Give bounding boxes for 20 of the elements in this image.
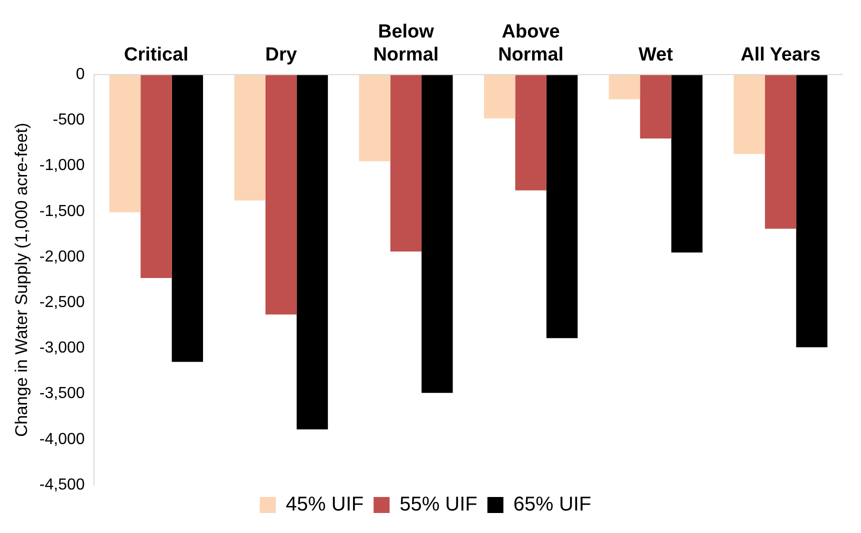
x-tick-label: Below Normal	[373, 22, 439, 66]
y-tick-label: -3,000	[39, 340, 85, 357]
y-tick-label: -4,500	[39, 476, 85, 494]
y-tick-label: -3,500	[39, 385, 85, 402]
legend-label: 45% UIF	[286, 494, 364, 516]
x-tick-label: Dry	[265, 44, 298, 66]
x-tick-label: Critical	[124, 44, 188, 66]
y-tick-label: -1,500	[39, 202, 85, 220]
y-tick-label: 0	[76, 66, 85, 84]
y-axis-title: Change in Water Supply (1,000 acre-feet)	[12, 122, 31, 437]
legend-label: 55% UIF	[400, 494, 478, 516]
y-tick-label: -500	[52, 112, 85, 129]
y-tick-label: -2,500	[39, 294, 85, 312]
legend-label: 65% UIF	[513, 494, 592, 516]
x-tick-label: Above Normal	[498, 22, 564, 66]
x-tick-label: All Years	[740, 44, 821, 66]
y-tick-label: -1,000	[39, 157, 85, 174]
y-tick-label: -4,000	[39, 430, 85, 448]
x-tick-label: Wet	[638, 44, 674, 66]
y-tick-label: -2,000	[39, 248, 85, 266]
